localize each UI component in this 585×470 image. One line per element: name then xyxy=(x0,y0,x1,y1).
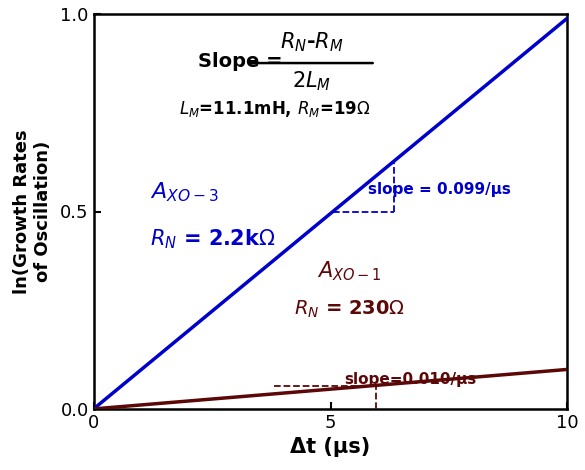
Text: $2L_M$: $2L_M$ xyxy=(292,70,331,93)
Text: $A_{XO-3}$: $A_{XO-3}$ xyxy=(150,180,219,204)
Text: $R_N$ = 2.2k$\Omega$: $R_N$ = 2.2k$\Omega$ xyxy=(150,227,276,251)
Text: $L_M$=11.1mH, $R_M$=19$\Omega$: $L_M$=11.1mH, $R_M$=19$\Omega$ xyxy=(179,99,370,119)
X-axis label: Δt (μs): Δt (μs) xyxy=(290,437,371,457)
Text: slope=0.010/μs: slope=0.010/μs xyxy=(345,372,477,387)
Text: $R_N$-$R_M$: $R_N$-$R_M$ xyxy=(280,30,343,54)
Text: $R_N$ = 230$\Omega$: $R_N$ = 230$\Omega$ xyxy=(294,298,405,320)
Text: slope = 0.099/μs: slope = 0.099/μs xyxy=(369,182,511,197)
Y-axis label: ln(Growth Rates
of Oscillation): ln(Growth Rates of Oscillation) xyxy=(13,129,52,294)
Text: $A_{XO-1}$: $A_{XO-1}$ xyxy=(317,259,382,282)
Text: Slope =: Slope = xyxy=(198,52,289,71)
